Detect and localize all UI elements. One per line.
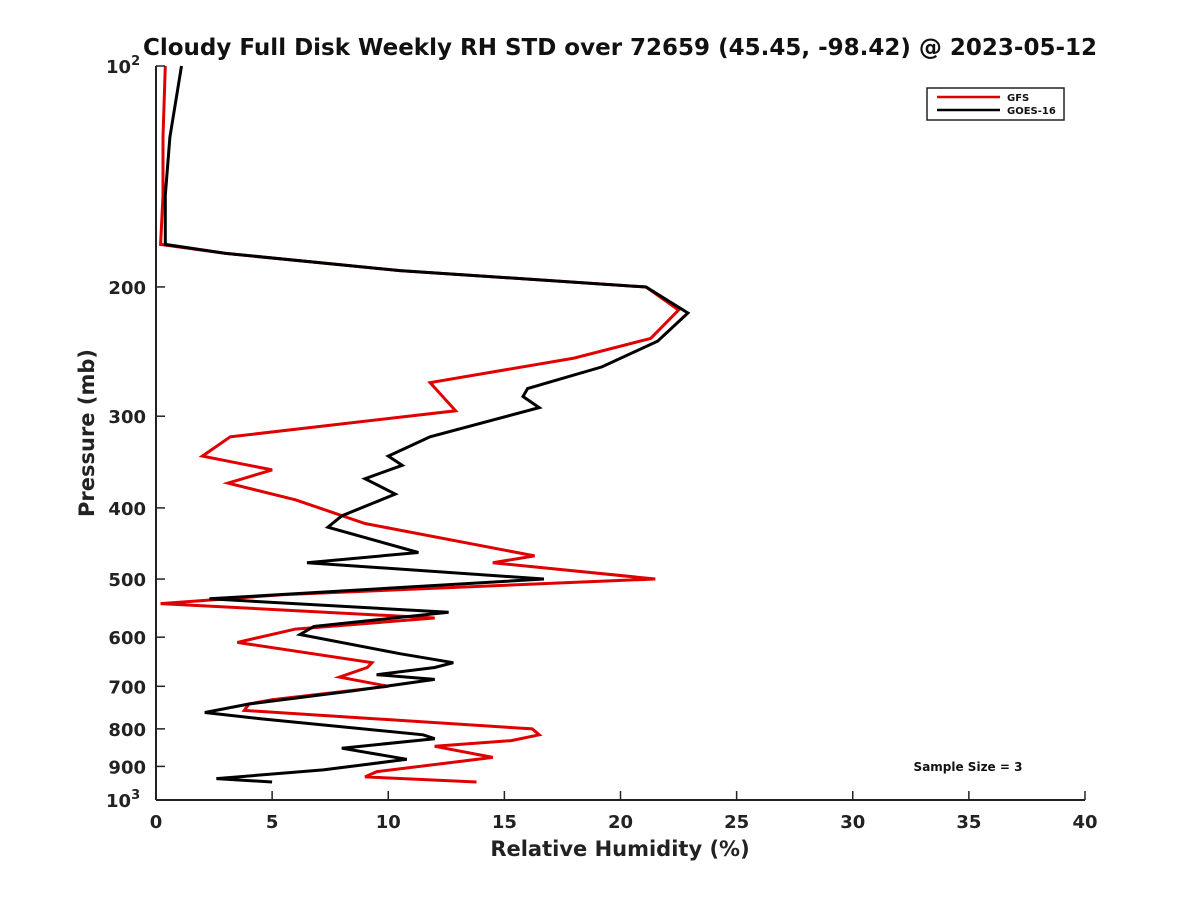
y-tick-label: 300: [108, 407, 146, 428]
y-tick-label: 102: [106, 54, 140, 78]
sample-size-annotation: Sample Size = 3: [914, 760, 1023, 774]
series-line-gfs: [159, 65, 681, 784]
y-tick-label: 400: [108, 499, 146, 520]
x-tick-label: 10: [376, 812, 401, 833]
y-tick-label-exponent: 3: [131, 788, 140, 803]
series-layer: [159, 65, 691, 784]
legend: GFS GOES-16: [926, 87, 1065, 121]
x-tick-label: 40: [1072, 812, 1097, 833]
y-tick-label: 500: [108, 570, 146, 591]
y-tick-label-base: 10: [106, 57, 131, 78]
x-tick-label: 35: [956, 812, 981, 833]
plot-area: [156, 66, 1085, 800]
chart-title: Cloudy Full Disk Weekly RH STD over 7265…: [143, 35, 1097, 61]
y-tick-label: 103: [106, 788, 140, 812]
y-tick-label: 700: [108, 677, 146, 698]
y-tick-label: 200: [108, 278, 146, 299]
legend-label-goes-16: GOES-16: [1007, 106, 1056, 117]
x-axis-label: Relative Humidity (%): [490, 837, 749, 861]
legend-box: [926, 87, 1065, 121]
y-tick-label-exponent: 2: [131, 54, 140, 69]
x-tick-label: 5: [266, 812, 279, 833]
x-tick-label: 20: [608, 812, 633, 833]
y-tick-label-base: 10: [106, 791, 131, 812]
y-axis-label: Pressure (mb): [75, 349, 99, 517]
y-tick-label: 600: [108, 628, 146, 649]
x-tick-label: 15: [492, 812, 517, 833]
x-axis-ticks: 0 5 10 15 20 25 30 35 40: [150, 791, 1098, 833]
legend-label-gfs: GFS: [1007, 93, 1029, 104]
x-tick-label: 25: [724, 812, 749, 833]
y-tick-label: 800: [108, 720, 146, 741]
series-line-goes-16: [163, 65, 691, 784]
y-tick-label: 900: [108, 757, 146, 778]
x-tick-label: 0: [150, 812, 163, 833]
x-tick-label: 30: [840, 812, 865, 833]
